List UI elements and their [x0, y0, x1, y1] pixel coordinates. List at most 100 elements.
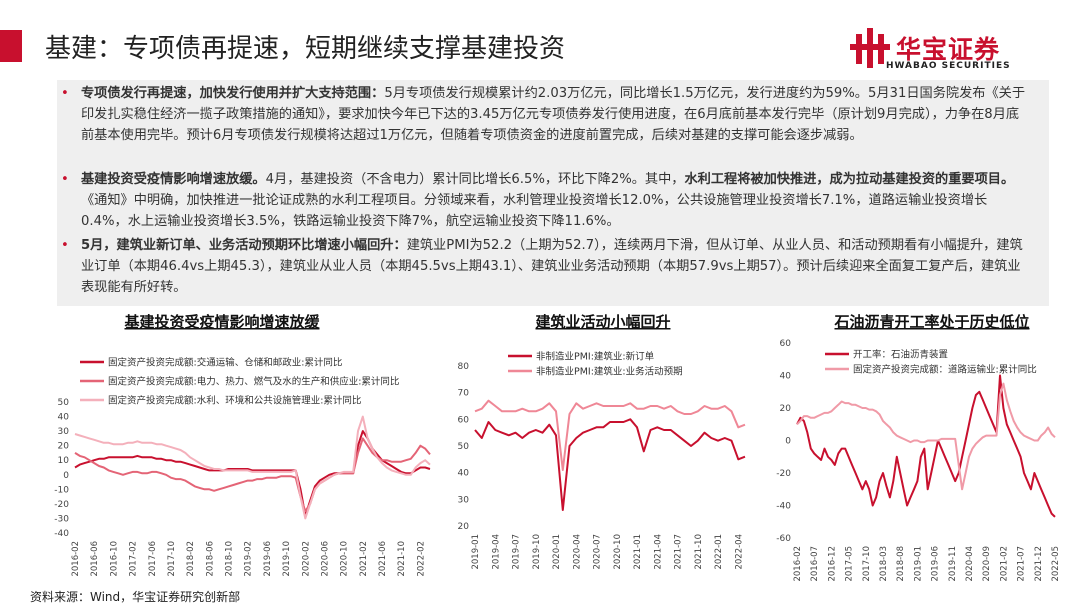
y-tick-label: 0 [785, 437, 791, 447]
legend-label: 开工率：石油沥青装置 [853, 349, 948, 361]
y-tick-label: 40 [58, 413, 70, 423]
x-tick-label: 2019-11 [948, 546, 958, 582]
y-tick-label: 80 [458, 362, 470, 372]
y-tick-label: 60 [780, 339, 792, 349]
series-line [796, 382, 1056, 491]
logo-text: 华宝证券 [896, 35, 1001, 64]
legend-label: 固定资产投资完成额:交通运输、仓储和邮政业:累计同比 [108, 357, 342, 369]
x-tick-label: 2020-10 [340, 541, 350, 577]
x-tick-label: 2019-01 [471, 534, 481, 570]
x-tick-label: 2018-06 [205, 541, 215, 577]
x-tick-label: 2018-10 [225, 541, 235, 577]
series-line [74, 437, 431, 513]
x-tick-label: 2021-01 [633, 534, 643, 570]
y-tick-label: -40 [54, 529, 69, 539]
logo-subtitle: HWABAO SECURITIES [886, 61, 1011, 71]
x-tick-label: 2017-02 [129, 541, 139, 577]
logo-icon [850, 28, 890, 68]
chart-title: 基建投资受疫情影响增速放缓 [123, 313, 320, 331]
x-tick-label: 2017-10 [167, 541, 177, 577]
x-tick-label: 2020-04 [965, 546, 975, 582]
page-title: 基建：专项债再提速，短期继续支撑基建投资 [45, 34, 566, 64]
x-tick-label: 2021-10 [694, 534, 704, 570]
y-tick-label: -10 [54, 485, 69, 495]
y-tick-label: 60 [458, 415, 470, 425]
y-tick-label: 70 [458, 389, 470, 399]
y-tick-label: 20 [780, 404, 792, 414]
chart-title: 石油沥青开工率处于历史低位 [833, 313, 1029, 331]
legend-label: 非制造业PMI:建筑业:业务活动预期 [536, 366, 683, 378]
title-bar [0, 30, 22, 62]
x-tick-label: 2016-12 [827, 546, 837, 582]
y-tick-label: -20 [54, 500, 69, 510]
x-tick-label: 2020-10 [613, 534, 623, 570]
y-tick-label: -40 [776, 502, 791, 512]
x-tick-label: 2021-02 [999, 546, 1009, 582]
x-tick-label: 2020-01 [552, 534, 562, 570]
y-tick-label: 40 [780, 372, 792, 382]
y-tick-label: 40 [458, 469, 470, 479]
bullet-text: 《通知》中明确，加快推进一批论证成熟的水利工程项目。分领域来看，水利管理业投资增… [81, 193, 988, 229]
x-tick-label: 2016-07 [810, 546, 820, 582]
x-tick-label: 2019-10 [282, 541, 292, 577]
bullet-text: 4月，基建投资（不含电力）累计同比增长6.5%，环比下降2%。其中， [265, 172, 685, 187]
x-tick-label: 2017-10 [862, 546, 872, 582]
y-tick-label: 50 [58, 398, 70, 408]
x-tick-label: 2021-06 [378, 541, 388, 577]
x-tick-label: 2022-01 [714, 534, 724, 570]
x-tick-label: 2021-07 [1017, 546, 1027, 582]
y-tick-label: 0 [63, 471, 69, 481]
legend-label: 固定资产投资完成额：道路运输业:累计同比 [853, 364, 1037, 376]
y-tick-label: 20 [458, 522, 470, 532]
x-tick-label: 2018-02 [186, 541, 196, 577]
bullet-text: 基建投资受疫情影响增速放缓。 [81, 172, 266, 187]
y-tick-label: 50 [458, 442, 470, 452]
series-line [74, 415, 431, 520]
x-tick-label: 2017-06 [148, 541, 158, 577]
bullet-dot: • [61, 86, 69, 101]
bullet-text: 水利工程将被加快推进，成为拉动基建投资的重要项目。 [684, 172, 1015, 187]
x-tick-label: 2020-09 [982, 546, 992, 582]
x-tick-label: 2019-07 [512, 534, 522, 570]
source-note: 资料来源：Wind，华宝证券研究创新部 [30, 590, 241, 604]
bullet: • 5月，建筑业新订单、业务活动预期环比增速小幅回升：建筑业PMI为52.2（上期… [61, 235, 1031, 298]
bullet: • 基建投资受疫情影响增速放缓。4月，基建投资（不含电力）累计同比增长6.5%，环… [61, 169, 1031, 232]
legend-label: 固定资产投资完成额:水利、环境和公共设施管理业:累计同比 [108, 395, 361, 407]
summary-box: • 专项债发行再提速，加快发行使用并扩大支持范围：5月专项债发行规模累计约2.03… [57, 80, 1049, 306]
chart-title: 建筑业活动小幅回升 [535, 313, 670, 331]
legend-label: 非制造业PMI:建筑业:新订单 [536, 351, 655, 363]
series-line [474, 418, 746, 511]
x-tick-label: 2019-04 [491, 534, 501, 570]
legend-label: 固定资产投资完成额:电力、热力、燃气及水的生产和供应业:累计同比 [108, 376, 399, 388]
y-tick-label: -60 [776, 534, 791, 544]
x-tick-label: 2018-03 [879, 546, 889, 582]
bullet-dot: • [61, 238, 69, 253]
x-tick-label: 2022-05 [1051, 546, 1061, 582]
x-tick-label: 2019-06 [931, 546, 941, 582]
x-tick-label: 2020-04 [572, 534, 582, 570]
bullet: • 专项债发行再提速，加快发行使用并扩大支持范围：5月专项债发行规模累计约2.03… [61, 83, 1031, 146]
x-tick-label: 2021-10 [397, 541, 407, 577]
x-tick-label: 2017-05 [845, 546, 855, 582]
x-tick-label: 2021-02 [359, 541, 369, 577]
x-tick-label: 2020-07 [593, 534, 603, 570]
x-tick-label: 2019-06 [263, 541, 273, 577]
x-tick-label: 2019-10 [532, 534, 542, 570]
x-tick-label: 2018-08 [896, 546, 906, 582]
x-tick-label: 2016-02 [793, 546, 803, 582]
x-tick-label: 2021-04 [653, 534, 663, 570]
y-tick-label: -30 [54, 514, 69, 524]
y-tick-label: -20 [776, 469, 791, 479]
x-tick-label: 2022-02 [416, 541, 426, 577]
x-tick-label: 2016-06 [90, 541, 100, 577]
x-tick-label: 2021-12 [1034, 546, 1044, 582]
series-line [474, 399, 746, 471]
bullet-text: 5月，建筑业新订单、业务活动预期环比增速小幅回升： [81, 238, 407, 253]
x-tick-label: 2016-02 [71, 541, 81, 577]
y-tick-label: 20 [58, 442, 70, 452]
x-tick-label: 2020-02 [301, 541, 311, 577]
bullet-text: 建筑业PMI为52.2（上期为52.7），连续两月下滑，但从订单、从业人员、和活… [81, 238, 1023, 295]
y-tick-label: 30 [58, 427, 70, 437]
